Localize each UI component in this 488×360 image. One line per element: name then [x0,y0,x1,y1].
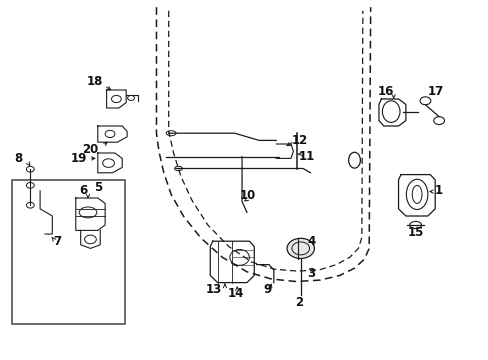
Text: 19: 19 [71,152,87,165]
Text: 5: 5 [94,181,102,194]
Text: 20: 20 [82,143,99,156]
Text: 2: 2 [295,296,303,309]
Text: 4: 4 [307,235,315,248]
Bar [12,180,124,324]
Text: 14: 14 [227,287,244,300]
Text: 3: 3 [307,267,315,280]
Ellipse shape [286,238,314,258]
Text: 6: 6 [79,184,87,197]
Text: 7: 7 [53,235,61,248]
Text: 13: 13 [205,283,222,296]
Text: 18: 18 [86,75,102,88]
Text: 17: 17 [427,85,444,98]
Text: 10: 10 [239,189,256,202]
Text: 11: 11 [298,150,314,163]
Text: 1: 1 [434,184,442,197]
Text: 16: 16 [377,85,394,98]
Text: 8: 8 [14,152,22,165]
Text: 12: 12 [291,134,307,147]
Text: 15: 15 [407,226,423,239]
Text: 9: 9 [264,283,271,296]
